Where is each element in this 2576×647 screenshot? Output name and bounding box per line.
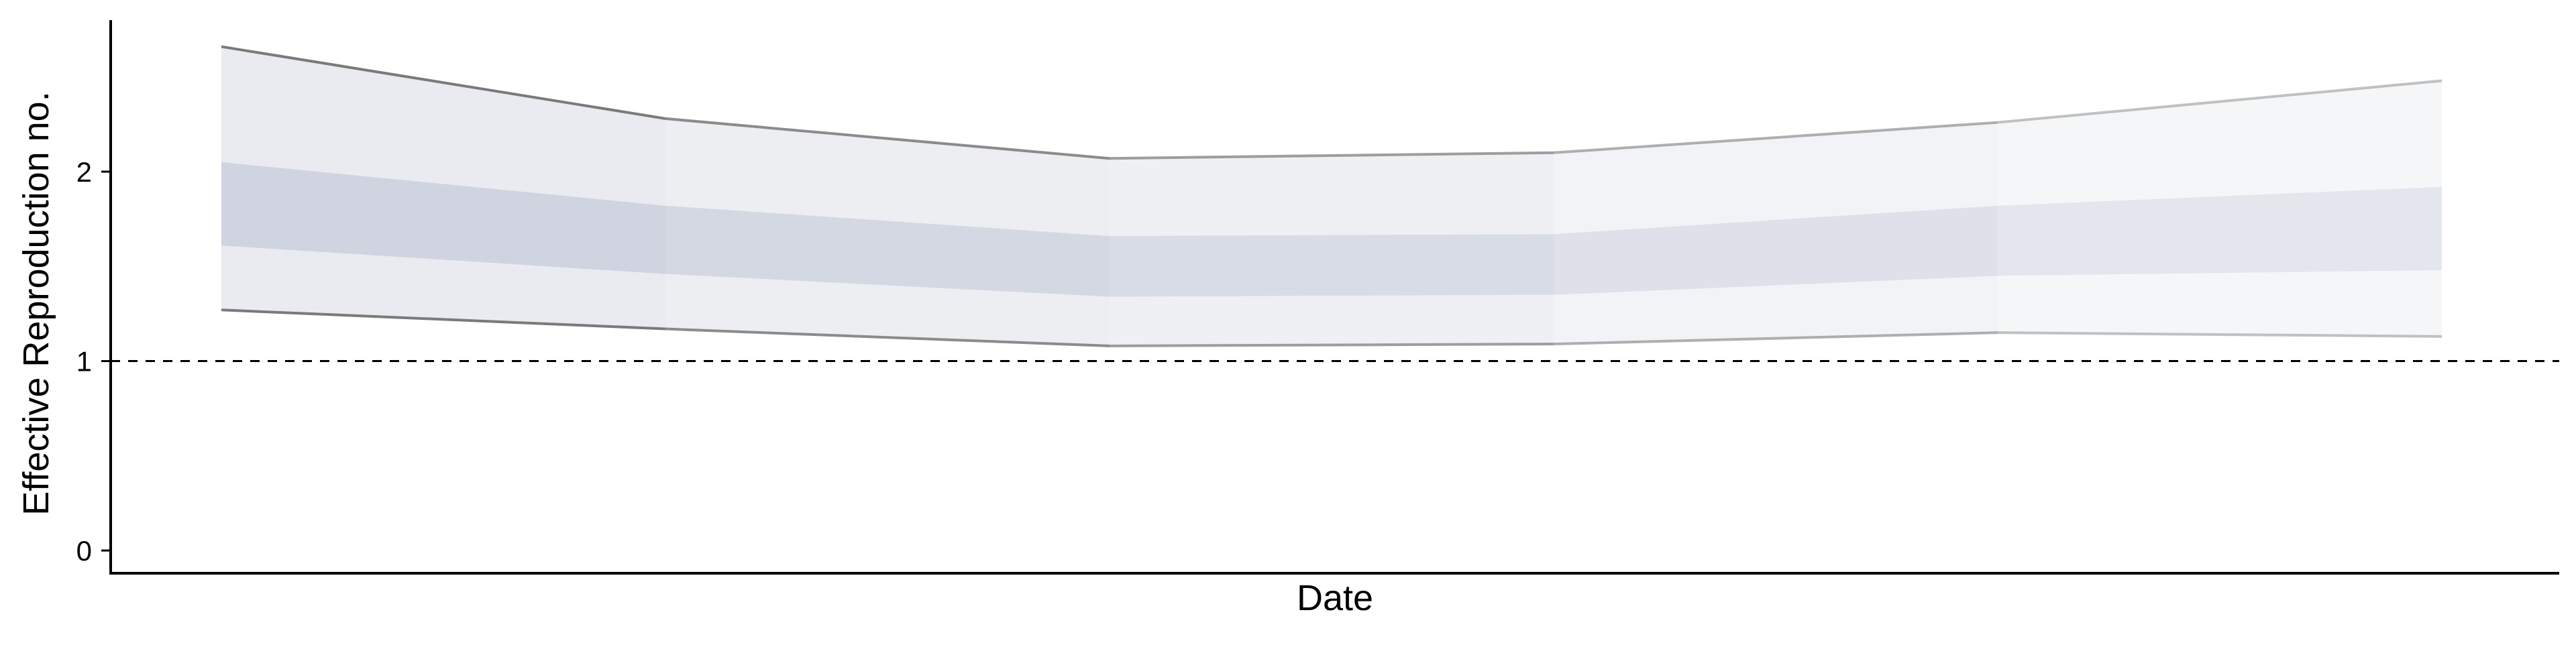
inner-band-segment-5 [1998,186,2442,276]
upper-bound-line-segment-3 [1109,151,1554,160]
bound-lines-layer [221,45,2443,347]
lower-bound-line-segment-4 [1553,331,1998,346]
outer-band-segment-5 [1998,80,2442,337]
y-tick-label-2: 2 [76,156,92,188]
upper-bound-line-segment-2 [665,117,1110,160]
y-axis-label: Effective Reproduction no. [16,91,56,515]
y-tick-label-0: 0 [76,535,92,567]
y-ticks: 0 1 2 [76,156,111,567]
inner-band-segment-3 [1110,234,1554,297]
upper-bound-line-segment-1 [221,45,666,120]
inner-band-segment-2 [665,205,1110,297]
x-axis-label: Date [1297,578,1373,618]
upper-bound-line-segment-5 [1997,79,2443,124]
inner-band-segment-1 [221,162,665,274]
lower-bound-line-segment-3 [1109,343,1554,347]
lower-bound-line-segment-2 [665,327,1110,347]
upper-bound-line-segment-4 [1553,121,1998,154]
inner-band-segment-4 [1554,205,1998,295]
y-tick-label-1: 1 [76,346,92,377]
bands-layer [221,46,2442,346]
lower-bound-line-segment-1 [221,308,666,331]
lower-bound-line-segment-5 [1997,331,2443,338]
